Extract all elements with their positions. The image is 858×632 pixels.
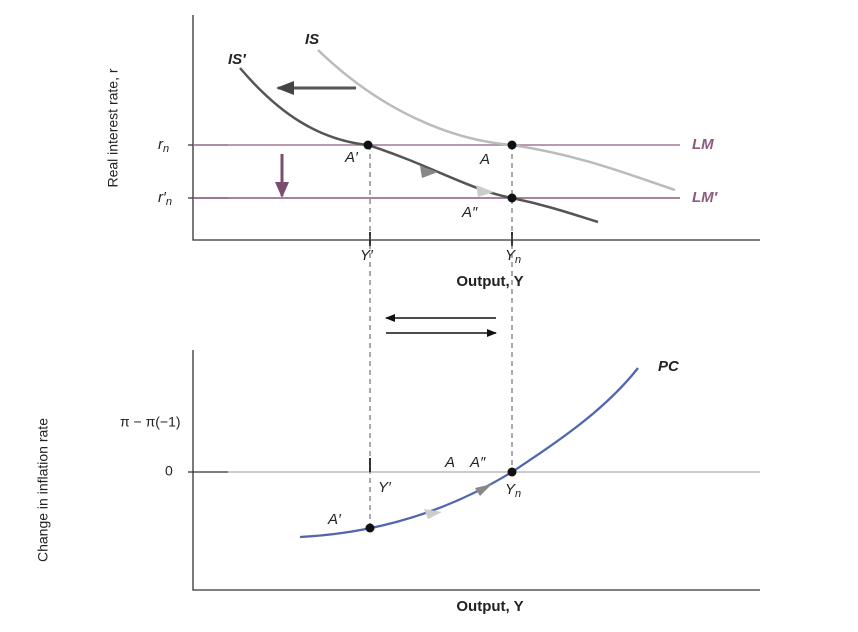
x-label: Yn xyxy=(505,481,521,500)
y-axis-title: Real interest rate, r xyxy=(105,68,121,187)
point-label: A xyxy=(444,454,455,471)
pc-curve xyxy=(299,367,639,539)
point-label: A xyxy=(479,151,490,168)
curve-label: IS′ xyxy=(228,51,247,68)
direction-arrow xyxy=(420,166,438,178)
x-label: Y′ xyxy=(360,247,374,264)
x-label: Yn xyxy=(505,247,521,266)
direction-arrow xyxy=(424,509,442,519)
point xyxy=(363,140,373,150)
x-label-main: Y xyxy=(505,481,516,498)
direction-arrow xyxy=(476,185,494,197)
is-curve xyxy=(317,49,676,192)
y-label: 0 xyxy=(165,463,173,479)
point xyxy=(507,467,517,477)
x-label: Y′ xyxy=(378,479,392,496)
point xyxy=(507,140,517,150)
curve-label: PC xyxy=(658,358,680,375)
y-label: rn xyxy=(158,136,169,155)
x-label-sub: n xyxy=(515,254,521,266)
axes xyxy=(192,350,760,591)
y-label: π − π(−1) xyxy=(120,414,181,430)
curve-label: IS xyxy=(305,31,319,48)
is-prime-curve xyxy=(239,67,599,224)
point xyxy=(365,523,375,533)
y-label-sub: n xyxy=(166,196,172,208)
x-label-main: Y xyxy=(505,247,516,264)
axes xyxy=(192,15,760,241)
bottom-panel: PC π − π(−1) 0 A A″ A′ Y′ Yn Output, Y C… xyxy=(35,350,760,615)
curve-label: LM′ xyxy=(692,189,719,206)
y-label-main: r xyxy=(158,136,164,153)
x-axis-title: Output, Y xyxy=(456,273,523,290)
point-label: A″ xyxy=(469,454,486,471)
point-label: A′ xyxy=(344,149,359,166)
point-label: A′ xyxy=(327,511,342,528)
point xyxy=(507,193,517,203)
y-label-sub: n xyxy=(163,143,169,155)
y-axis-title: Change in inflation rate xyxy=(35,418,51,562)
curve-label: LM xyxy=(692,136,714,153)
top-panel: IS IS′ LM LM′ A′ A A″ rn r′n Y′ Yn Outpu… xyxy=(105,15,760,530)
direction-arrow xyxy=(475,484,492,496)
x-label-sub: n xyxy=(515,488,521,500)
y-label-main: r′ xyxy=(158,189,167,206)
y-label: r′n xyxy=(158,189,172,208)
point-label: A″ xyxy=(461,204,478,221)
x-axis-title: Output, Y xyxy=(456,598,523,615)
